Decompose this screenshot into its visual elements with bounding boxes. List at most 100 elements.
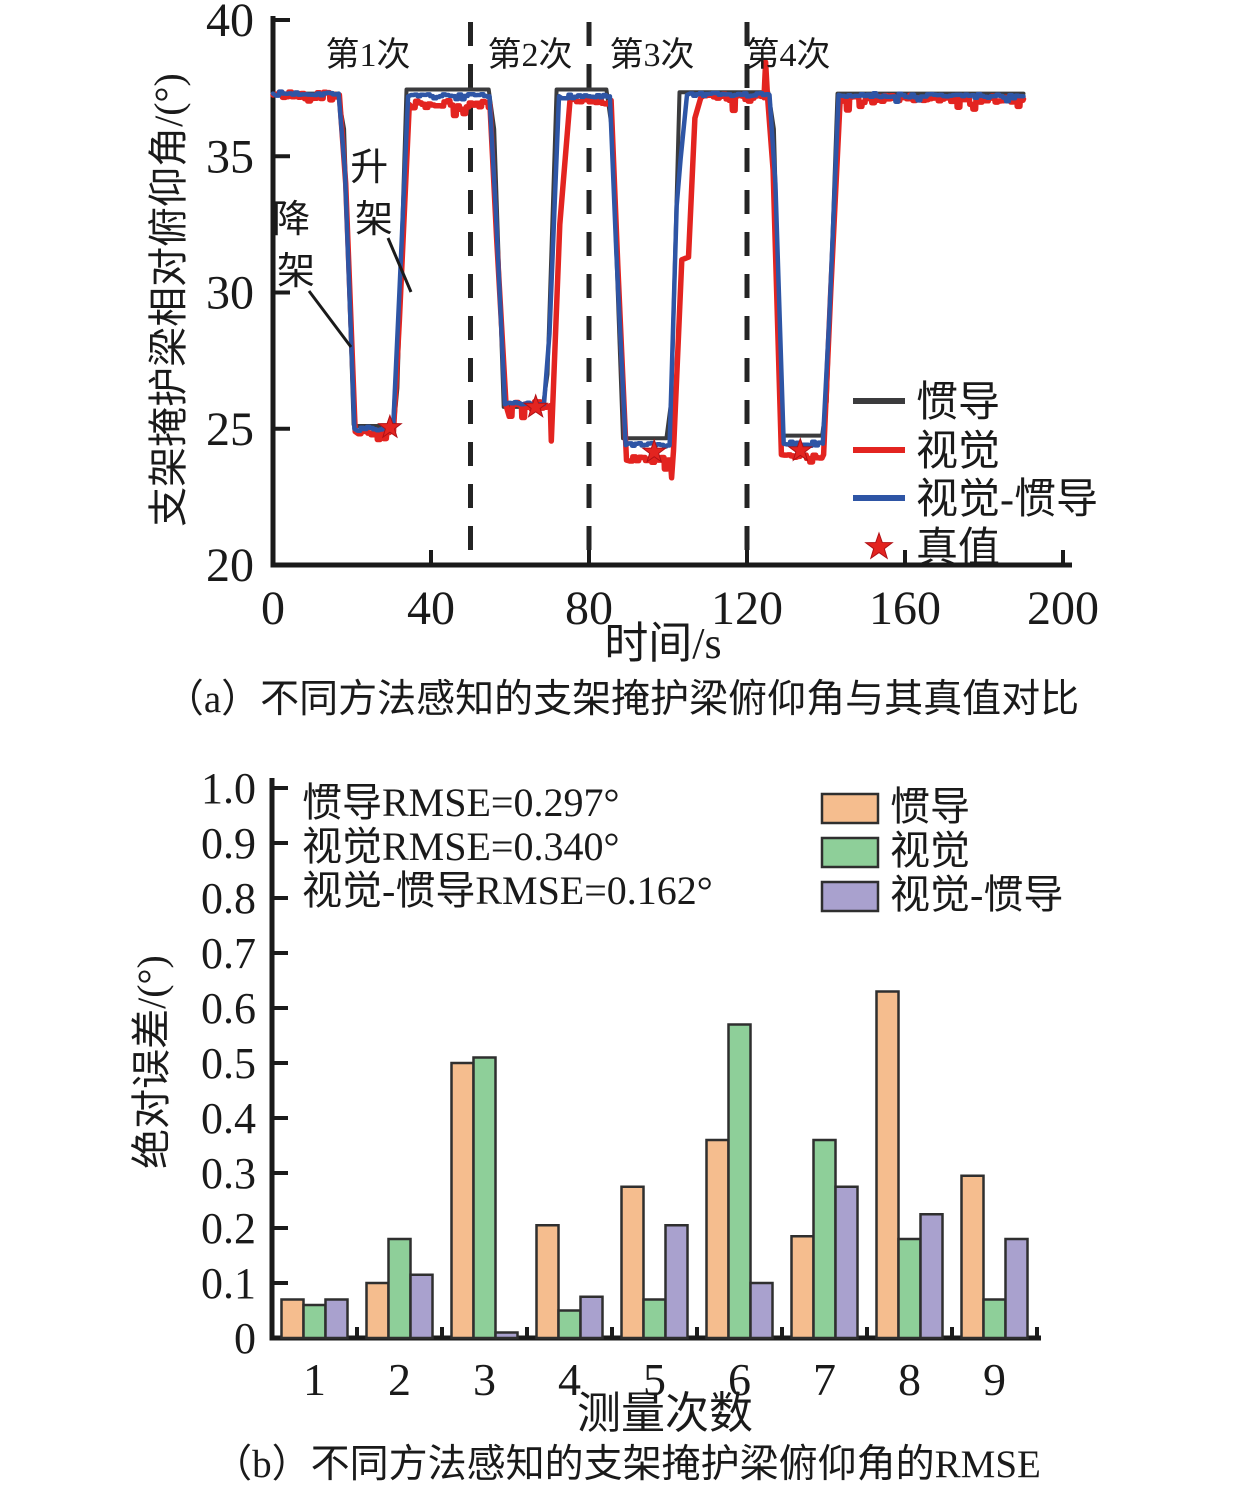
cycle-label-2: 第2次	[488, 36, 573, 74]
y-tick-label: 0.8	[201, 874, 256, 923]
chart-a-legend: 惯导 视觉 视觉-惯导 真值	[853, 380, 1098, 572]
bar-惯导-6	[705, 1138, 730, 1340]
legend-swatch-inertial	[820, 792, 880, 825]
chart-a-ylabel: 支架掩护梁相对俯仰角/(°)	[146, 73, 191, 527]
x-tick-label: 0	[261, 582, 285, 635]
y-tick-label: 0.7	[201, 929, 256, 978]
series-line-视觉	[270, 59, 1027, 481]
y-tick-label: 0.2	[201, 1204, 256, 1253]
y-tick-label: 0.9	[201, 819, 256, 868]
bar-惯导-8	[875, 990, 900, 1340]
bar-视觉-惯导-9	[1004, 1237, 1029, 1340]
x-tick-label: 40	[407, 582, 455, 635]
x-category-label: 8	[898, 1354, 921, 1405]
bar-视觉-惯导-2	[409, 1273, 434, 1340]
x-category-label: 3	[473, 1354, 496, 1405]
y-tick-label: 0	[234, 1314, 256, 1363]
x-tick-label: 80	[565, 582, 613, 635]
y-tick-label: 35	[206, 130, 254, 183]
cycle-label-4: 第4次	[746, 36, 831, 74]
cycle-label-1: 第1次	[326, 36, 411, 74]
x-category-label: 6	[728, 1354, 751, 1405]
bar-视觉-惯导-5	[664, 1224, 689, 1340]
y-tick-label: 0.6	[201, 984, 256, 1033]
y-tick-label: 0.5	[201, 1039, 256, 1088]
y-tick-label: 0.1	[201, 1259, 256, 1308]
rmse-inertial-text: 惯导RMSE=0.297°	[302, 780, 619, 825]
x-category-label: 4	[558, 1354, 581, 1405]
x-category-label: 7	[813, 1354, 836, 1405]
legend-swatch-vision-inertial	[820, 880, 880, 913]
caption-b: （b）不同方法感知的支架掩护梁俯仰角的RMSE	[213, 1443, 1041, 1486]
bar-惯导-9	[960, 1174, 985, 1340]
y-tick-label: 20	[206, 539, 254, 592]
bar-视觉-1	[302, 1303, 327, 1340]
bar-视觉-3	[472, 1056, 497, 1340]
bar-视觉-惯导-3	[494, 1331, 519, 1340]
bar-惯导-3	[450, 1061, 475, 1340]
annotation-lower-leader-line	[307, 290, 353, 348]
x-category-label: 5	[643, 1354, 666, 1405]
bar-视觉-惯导-4	[579, 1295, 604, 1340]
x-tick-label: 200	[1027, 582, 1099, 635]
bar-视觉-2	[387, 1237, 412, 1340]
bar-视觉-6	[727, 1023, 752, 1340]
caption-a: （a）不同方法感知的支架掩护梁俯仰角与其真值对比	[165, 678, 1079, 721]
x-category-label: 9	[983, 1354, 1006, 1405]
chart-b-plot: 0 0.1 0.2 0.3 0.4 0.5 0.6 0.7 0.8 0.9 1.0 1 2 3 4 5 6 7 8 9	[201, 764, 1041, 1405]
truth-star-marker	[641, 438, 668, 463]
y-tick-label: 30	[206, 267, 254, 320]
legend-label-vision-inertial: 视觉-惯导	[916, 477, 1098, 523]
bar-惯导-2	[365, 1281, 390, 1340]
x-category-label: 1	[303, 1354, 326, 1405]
bar-视觉-惯导-7	[834, 1185, 859, 1340]
bar-视觉-5	[642, 1298, 667, 1340]
legend-b-label-inertial: 惯导	[890, 784, 970, 829]
bar-视觉-4	[557, 1309, 582, 1340]
y-tick-label: 40	[206, 0, 254, 47]
bar-惯导-4	[535, 1224, 560, 1340]
truth-star-marker	[377, 413, 403, 439]
bar-视觉-惯导-1	[324, 1298, 349, 1340]
annotation-raise-frame: 升 架	[350, 147, 398, 241]
legend-b-label-vision: 视觉	[890, 828, 970, 873]
truth-star-icon	[864, 531, 894, 560]
truth-star-marker	[787, 437, 814, 462]
rmse-vision-text: 视觉RMSE=0.340°	[302, 824, 619, 869]
bar-视觉-9	[982, 1298, 1007, 1340]
legend-label-vision: 视觉	[916, 429, 1000, 475]
bar-惯导-1	[280, 1298, 305, 1340]
truth-star-marker	[522, 393, 549, 418]
x-category-label: 2	[388, 1354, 411, 1405]
y-tick-label: 1.0	[201, 764, 256, 813]
bar-惯导-5	[620, 1185, 645, 1340]
y-tick-label: 0.4	[201, 1094, 256, 1143]
legend-label-inertial: 惯导	[916, 380, 1000, 426]
bar-视觉-惯导-6	[749, 1281, 774, 1340]
annotation-raise-leader-line	[386, 237, 413, 293]
y-tick-label: 0.3	[201, 1149, 256, 1198]
y-tick-label: 25	[206, 403, 254, 456]
annotation-lower-frame: 降 架	[272, 199, 320, 293]
legend-label-truth: 真值	[916, 526, 1000, 572]
cycle-label-3: 第3次	[610, 36, 695, 74]
bar-惯导-7	[790, 1235, 815, 1340]
chart-b: 0 0.1 0.2 0.3 0.4 0.5 0.6 0.7 0.8 0.9 1.0 1 2 3 4 5 6 7 8 9…	[129, 764, 1063, 1486]
chart-b-legend: 惯导 视觉 视觉-惯导	[820, 784, 1063, 917]
rmse-vision-inertial-text: 视觉-惯导RMSE=0.162°	[302, 868, 713, 913]
series-line-惯导	[271, 87, 1026, 441]
chart-b-ylabel: 绝对误差/(°)	[129, 955, 174, 1169]
chart-a-xlabel: 时间/s	[604, 619, 721, 668]
bar-视觉-7	[812, 1138, 837, 1340]
chart-a-plot: 40 35 30 25 200 40 80 120 160 200	[206, 0, 1099, 635]
bar-视觉-惯导-8	[919, 1213, 944, 1340]
legend-swatch-vision	[820, 836, 880, 869]
chart-b-xlabel: 测量次数	[577, 1389, 753, 1438]
chart-a: 40 35 30 25 200 40 80 120 160 200 第1次 第2次 第3次 第4次…	[146, 0, 1099, 721]
x-tick-label: 120	[711, 582, 783, 635]
x-tick-label: 160	[869, 582, 941, 635]
legend-b-label-vision-inertial: 视觉-惯导	[890, 872, 1063, 917]
bar-视觉-8	[897, 1237, 922, 1340]
